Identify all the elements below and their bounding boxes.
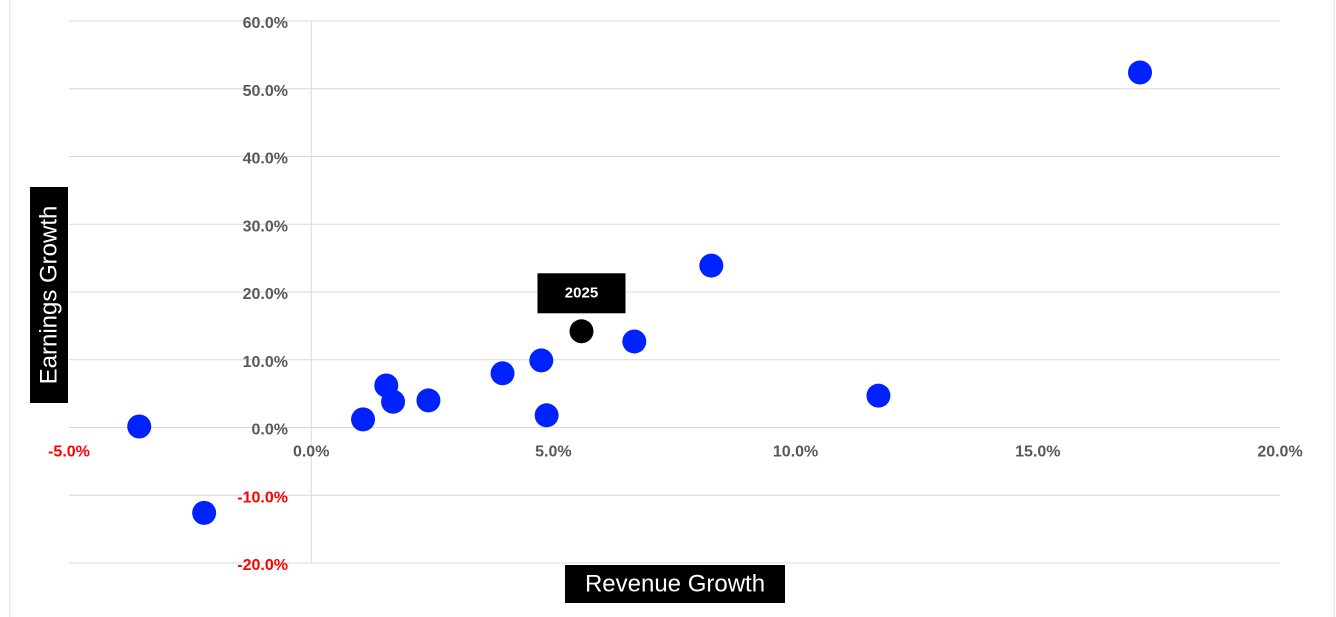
point <box>351 407 376 432</box>
y-axis-title-box <box>30 187 68 403</box>
x-tick-label: -5.0% <box>48 444 90 461</box>
point <box>699 253 724 278</box>
y-tick-label: 20.0% <box>243 286 288 303</box>
x-tick-label: 15.0% <box>1015 444 1060 461</box>
point <box>866 383 891 408</box>
point-label: 2025 <box>565 284 598 301</box>
point <box>490 361 515 386</box>
point <box>622 329 647 354</box>
point <box>534 403 559 428</box>
y-tick-label: 10.0% <box>243 354 288 371</box>
y-tick-label: 50.0% <box>243 83 288 100</box>
point <box>416 388 441 413</box>
point <box>529 348 554 373</box>
point <box>192 500 217 525</box>
y-tick-label: -20.0% <box>237 557 288 574</box>
point <box>1128 60 1153 85</box>
x-tick-label: 10.0% <box>773 444 818 461</box>
x-tick-label: 20.0% <box>1257 444 1302 461</box>
y-axis-title-group: Earnings Growth <box>30 187 68 403</box>
x-axis-title: Revenue Growth <box>585 570 765 597</box>
point-label-box <box>537 273 626 314</box>
point <box>127 414 152 439</box>
y-tick-label: 0.0% <box>252 422 288 439</box>
x-axis-title-box <box>565 565 785 603</box>
y-tick-label: -10.0% <box>237 489 288 506</box>
x-tick-label: 5.0% <box>535 444 571 461</box>
x-tick-label: 0.0% <box>293 444 329 461</box>
point <box>569 319 594 344</box>
y-tick-label: 60.0% <box>243 15 288 32</box>
y-axis-title: Earnings Growth <box>35 206 62 385</box>
y-tick-label: 30.0% <box>243 218 288 235</box>
y-tick-label: 40.0% <box>243 151 288 168</box>
point <box>381 389 406 414</box>
